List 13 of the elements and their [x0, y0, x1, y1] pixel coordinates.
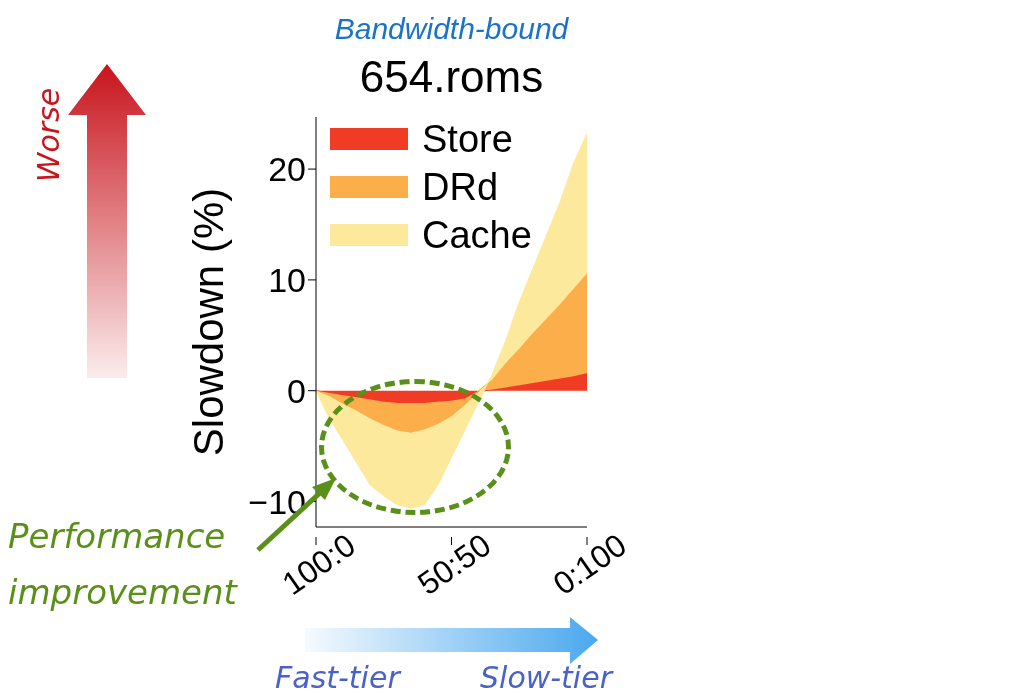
chart-subtitle: Bandwidth-bound	[333, 12, 570, 46]
text: Performance improvement	[8, 516, 237, 612]
text: Slow-tier	[480, 660, 612, 695]
legend-label: Cache	[422, 213, 532, 257]
y-tick-label: 0	[287, 371, 306, 410]
y-axis-title: Slowdown (%)	[184, 187, 232, 457]
legend-label: DRd	[422, 165, 499, 209]
y-tick-label: 20	[268, 150, 306, 189]
text: Worse	[29, 87, 67, 183]
chart-title: 654.roms	[358, 52, 545, 102]
text: Fast-tier	[275, 660, 400, 695]
y-tick-label: 10	[268, 260, 306, 299]
legend-label: Store	[422, 117, 513, 161]
